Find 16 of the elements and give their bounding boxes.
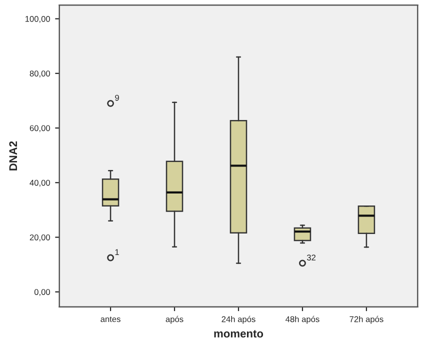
x-tick-label: 48h após [286,316,320,324]
y-tick-label: 0,00 [34,289,50,296]
y-tick-label: 80,00 [30,70,50,78]
annotation: 9 [115,94,119,101]
x-tick-label: antes [100,316,120,322]
annotation: 32 [306,254,316,261]
x-tick-label: 24h após [222,316,256,324]
x-tick-label: 72h após [350,316,384,324]
y-axis-title: DNA2 [9,141,17,170]
x-tick-label: após [166,316,184,324]
x-axis-title: momento [214,330,264,338]
y-tick-label: 40,00 [30,180,50,187]
y-tick-label: 100,00 [25,16,50,23]
annotation: 1 [115,249,119,255]
y-tick-label: 20,00 [30,234,50,242]
y-tick-label: 60,00 [30,125,50,132]
